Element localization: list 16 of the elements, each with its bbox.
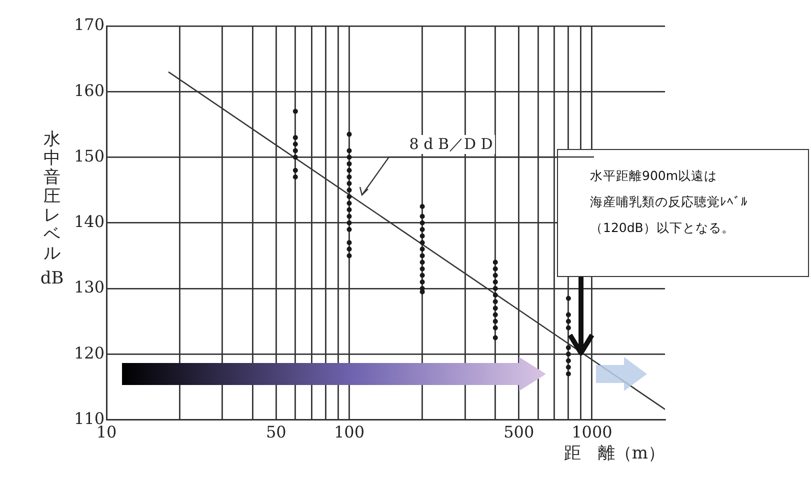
- y-tick-label: 160: [74, 80, 105, 100]
- x-tick-label: 100: [334, 422, 365, 442]
- x-tick-label: 1000: [572, 422, 612, 442]
- annotation: 8 d B／D D: [407, 134, 495, 154]
- y-tick-label: 130: [74, 278, 105, 297]
- y-tick-label: 120: [74, 343, 105, 362]
- x-tick-label: 50: [266, 422, 286, 442]
- annotation: （120dB）以下となる。: [590, 220, 734, 237]
- y-tick-label: 170: [74, 15, 105, 34]
- annotation: 海産哺乳類の反応聴覚ﾚﾍﾞﾙ: [590, 194, 748, 211]
- y-tick-label: 140: [74, 212, 105, 232]
- annotation: 水平距離900m以遠は: [590, 168, 718, 185]
- y-axis-title: 水中音圧レベル dB: [40, 129, 64, 288]
- x-axis-title: 距 離（m）: [564, 444, 665, 464]
- y-tick-label: 150: [74, 146, 105, 166]
- x-tick-label: 500: [504, 422, 534, 442]
